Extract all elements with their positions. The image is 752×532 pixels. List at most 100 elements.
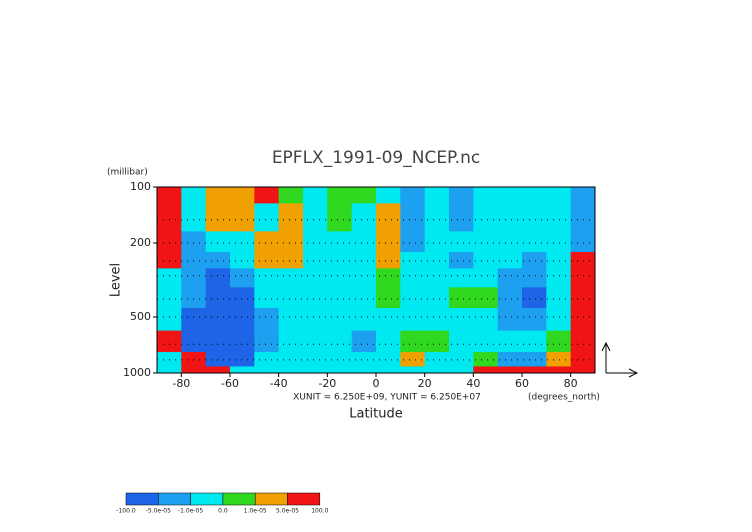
contour-cell [230,307,255,332]
contour-cell [570,203,595,232]
contour-cell [205,231,231,253]
contour-cell [230,287,255,309]
contour-cell [351,252,377,269]
colorbar-box [190,492,224,506]
contour-cell [278,352,304,367]
contour-cell [327,352,353,367]
colorbar-label: 1.0e-05 [244,508,267,515]
contour-cell [400,366,426,373]
contour-cell [181,252,207,269]
contour-cell [181,366,207,373]
contour-cell [400,307,426,332]
contour-cell [157,287,182,309]
contour-cell [254,203,280,232]
contour-cell [400,231,426,253]
contour-cell [254,287,280,309]
contour-cell [351,268,377,288]
colorbar-box [254,492,288,506]
contour-cell [376,203,401,232]
contour-cell [522,352,547,367]
contour-cell [351,366,377,373]
contour-cell [473,187,499,204]
contour-cell [327,307,353,332]
contour-cell [473,231,499,253]
contour-cell [570,330,595,353]
contour-cell [473,330,499,353]
contour-cell [205,352,231,367]
x-tick-label: 80 [564,377,578,390]
contour-cell [327,330,353,353]
contour-cell [546,287,572,309]
contour-cell [157,252,182,269]
contour-cell [351,187,377,204]
x-tick-label: 0 [373,377,380,390]
contour-cell [327,203,353,232]
contour-cell [473,268,499,288]
y-tick-label: 1000 [123,366,151,379]
contour-cell [570,307,595,332]
colorbar-label: -5.0e-05 [146,508,171,515]
contour-cell [303,352,328,367]
contour-cell [376,366,401,373]
contour-cell [497,203,523,232]
contour-cell [376,231,401,253]
contour-cell [303,231,328,253]
contour-cell [254,366,280,373]
contour-cell [278,268,304,288]
y-unit: (millibar) [107,168,148,178]
colorbar-box [287,492,321,506]
contour-cell [424,268,450,288]
contour-cell [254,252,280,269]
contour-cell [424,287,450,309]
contour-cell [254,330,280,353]
contour-cell [181,287,207,309]
contour-cell [497,330,523,353]
contour-cell [424,307,450,332]
contour-cell [181,203,207,232]
y-tick-label: 200 [130,236,151,249]
contour-cell [497,307,523,332]
x-unit: (degrees_north) [528,393,600,403]
contour-cell [278,366,304,373]
contour-cell [522,203,547,232]
contour-cell [351,352,377,367]
contour-cell [546,366,572,373]
y-tick-label: 500 [130,310,151,323]
contour-cell [376,268,401,288]
contour-cell [473,252,499,269]
contour-cell [181,330,207,353]
contour-cell [376,330,401,353]
x-tick-label: -80 [172,377,190,390]
contour-cell [230,352,255,367]
contour-cell [376,187,401,204]
contour-cell [497,187,523,204]
contour-cell [522,287,547,309]
colorbar-box [125,492,159,506]
contour-cell [181,268,207,288]
contour-cell [497,366,523,373]
contour-cell [230,231,255,253]
contour-cell [522,330,547,353]
contour-cell [157,231,182,253]
contour-cell [278,187,304,204]
colorbar-label: 100.0 [311,508,328,515]
contour-cell [400,203,426,232]
contour-cell [303,268,328,288]
contour-cell [546,268,572,288]
contour-cell [205,366,231,373]
contour-cell [351,203,377,232]
contour-cell [303,203,328,232]
contour-cell [497,268,523,288]
contour-cell [254,231,280,253]
x-tick-label: 60 [515,377,529,390]
contour-cell [570,268,595,288]
contour-cell [449,268,474,288]
contour-cell [400,287,426,309]
contour-cell [278,203,304,232]
contour-cell [546,187,572,204]
contour-cell [376,307,401,332]
x-tick-label: 20 [418,377,432,390]
contour-cell [449,330,474,353]
contour-cell [205,187,231,204]
contour-cell [157,268,182,288]
